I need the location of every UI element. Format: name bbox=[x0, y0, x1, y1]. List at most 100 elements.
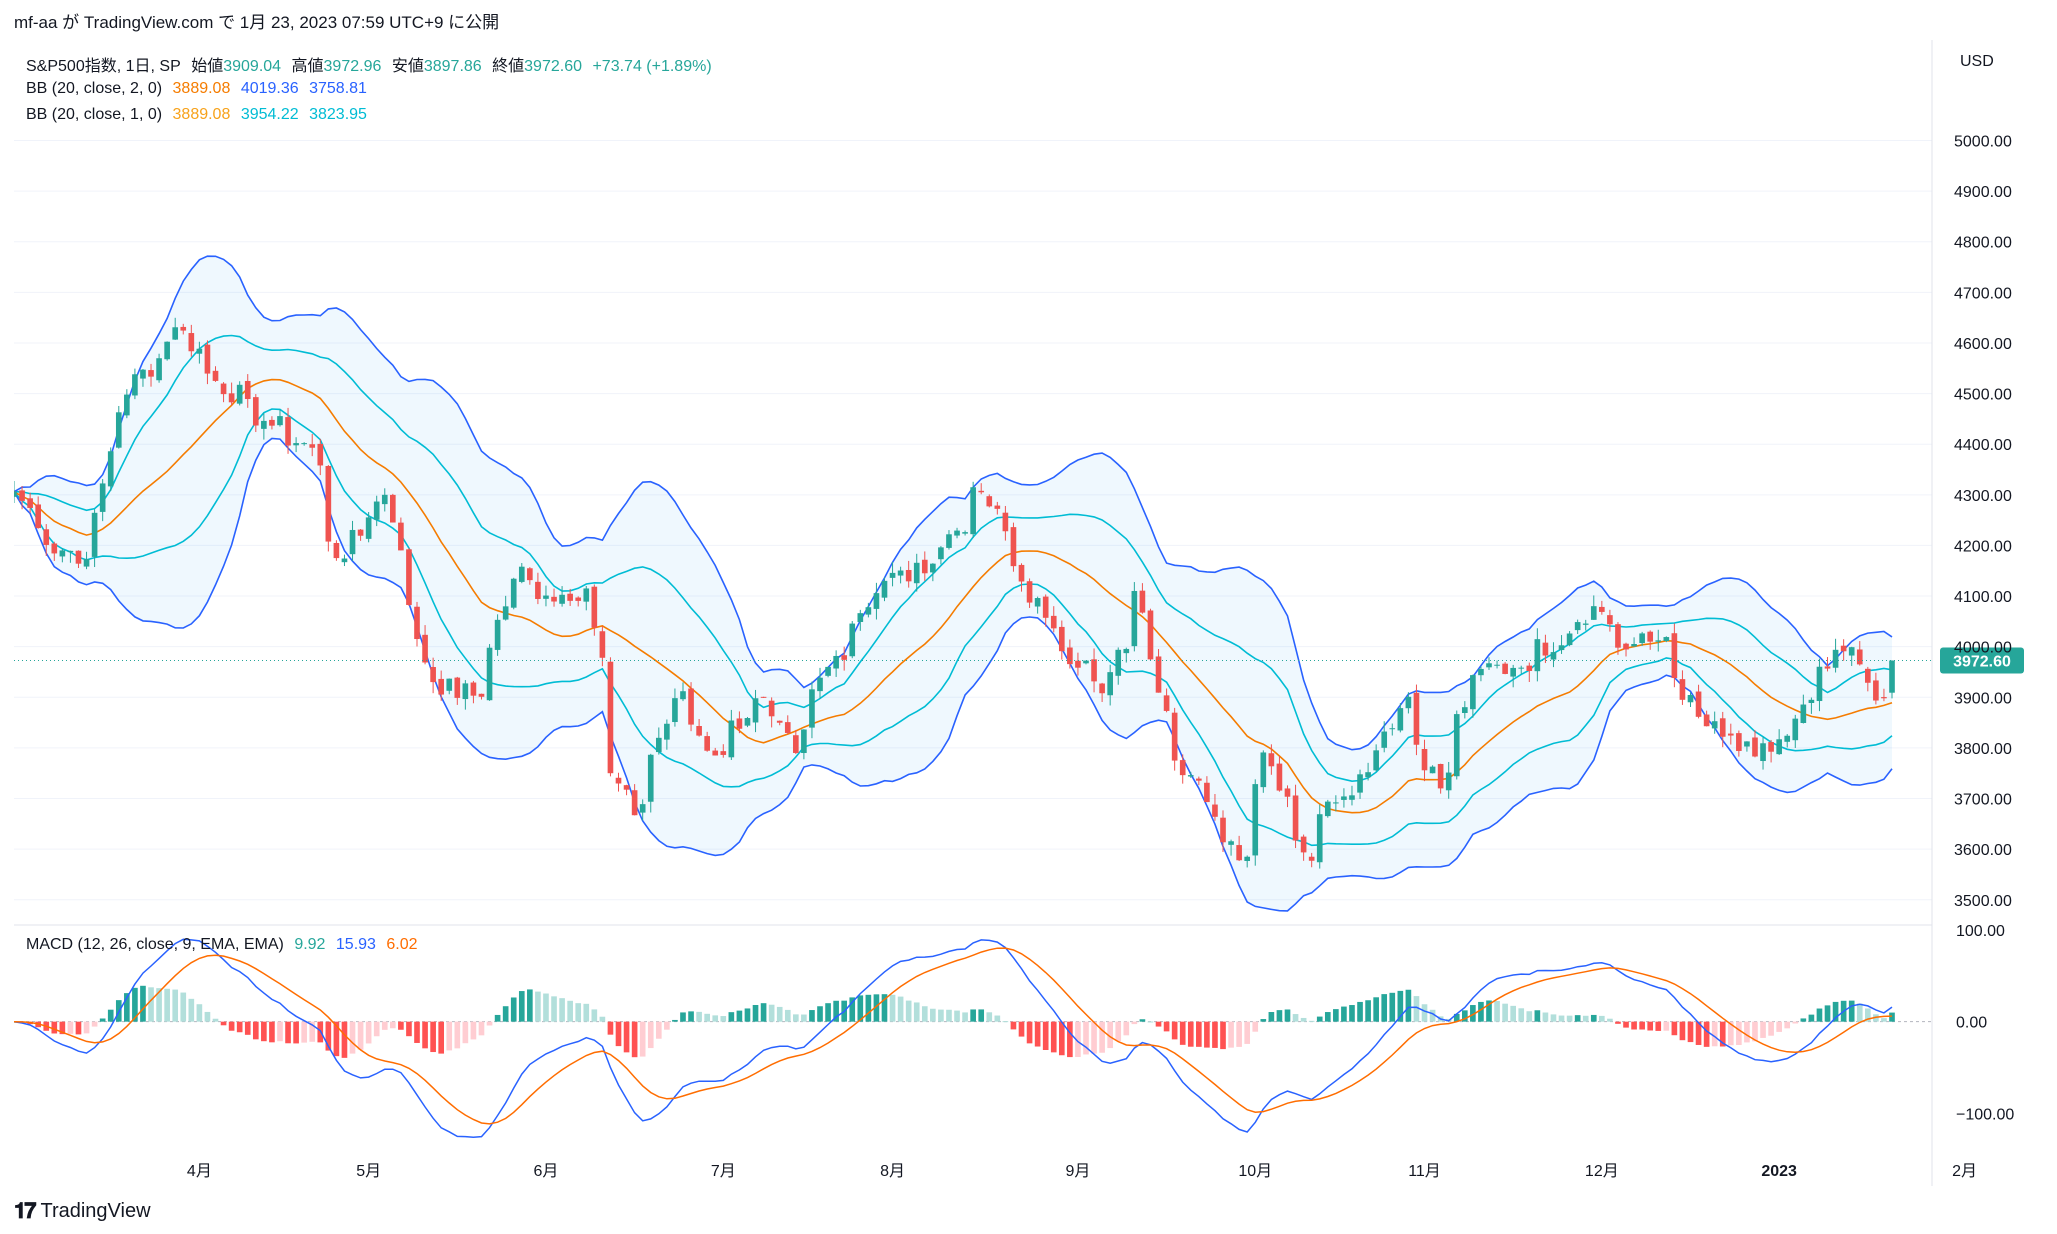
candle-body bbox=[1381, 731, 1388, 748]
candle-body bbox=[1187, 775, 1194, 777]
time-tick-label: 9月 bbox=[1065, 1163, 1090, 1180]
macd-histogram-bar bbox=[325, 1021, 332, 1051]
candle-body bbox=[1357, 774, 1363, 793]
macd-histogram-bar bbox=[583, 1003, 590, 1022]
macd-histogram-bar bbox=[744, 1008, 751, 1022]
macd-histogram-bar bbox=[881, 994, 888, 1022]
candle-body bbox=[1792, 718, 1799, 741]
candle-body bbox=[1655, 640, 1662, 642]
candle-body bbox=[1389, 728, 1396, 730]
candle-body bbox=[873, 593, 880, 609]
macd-histogram-bar bbox=[1687, 1021, 1694, 1043]
macd-histogram-bar bbox=[518, 991, 525, 1022]
macd-histogram-bar bbox=[140, 985, 146, 1022]
candle-body bbox=[1196, 778, 1202, 781]
macd-histogram-bar bbox=[962, 1012, 968, 1022]
candle-body bbox=[631, 790, 638, 816]
time-tick-label: 2023 bbox=[1761, 1163, 1797, 1180]
candle-body bbox=[1566, 633, 1573, 646]
macd-histogram-bar bbox=[1204, 1021, 1210, 1048]
macd-histogram-bar bbox=[736, 1010, 743, 1022]
macd-histogram-bar bbox=[921, 1006, 928, 1022]
macd-histogram-bar bbox=[664, 1021, 670, 1030]
macd-histogram-bar bbox=[720, 1016, 727, 1022]
macd-histogram-bar bbox=[1695, 1021, 1702, 1045]
candle-body bbox=[252, 397, 259, 426]
macd-histogram-bar bbox=[1558, 1015, 1565, 1022]
candle-body bbox=[736, 718, 743, 729]
macd-histogram-bar bbox=[1333, 1009, 1339, 1022]
candle-body bbox=[99, 483, 106, 512]
macd-histogram-bar bbox=[1889, 1012, 1895, 1022]
macd-histogram-bar bbox=[196, 1004, 203, 1022]
candle-body bbox=[1397, 708, 1404, 731]
macd-histogram-bar bbox=[1736, 1021, 1742, 1045]
candle-body bbox=[817, 677, 823, 692]
candle-body bbox=[27, 498, 33, 508]
candle-body bbox=[140, 369, 146, 379]
macd-histogram-bar bbox=[1284, 1009, 1291, 1022]
low-label: 安値 bbox=[391, 58, 424, 75]
macd-histogram-bar bbox=[1034, 1021, 1041, 1047]
macd-histogram-bar bbox=[599, 1016, 606, 1022]
candle-body bbox=[1445, 772, 1452, 791]
macd-histogram-bar bbox=[1574, 1015, 1581, 1022]
close-value: 3972.60 bbox=[524, 58, 582, 75]
macd-histogram-bar bbox=[373, 1021, 380, 1037]
macd-histogram-bar bbox=[51, 1021, 58, 1034]
bb2-lower: 3758.81 bbox=[309, 80, 367, 97]
candle-body bbox=[357, 529, 364, 536]
macd-histogram-bar bbox=[680, 1012, 686, 1022]
candle-body bbox=[1494, 664, 1500, 666]
bb1-legend: BB (20, close, 1, 0) 3889.08 3954.22 382… bbox=[26, 106, 373, 124]
candle-body bbox=[1889, 660, 1895, 693]
candle-body bbox=[760, 696, 767, 698]
bb2-basis: 3889.08 bbox=[172, 80, 231, 97]
candle-body bbox=[801, 729, 807, 754]
last-price-label: 3972.60 bbox=[1953, 654, 2011, 671]
chart-area[interactable]: 3972.60 5000.00 4900.00 4800.00 4700.00 4600.… bbox=[14, 40, 2057, 1186]
macd-histogram-bar bbox=[1639, 1021, 1645, 1030]
macd-histogram-bar bbox=[1147, 1021, 1154, 1023]
candle-body bbox=[833, 655, 839, 669]
candle-body bbox=[1760, 743, 1766, 762]
candle-body bbox=[752, 698, 759, 723]
candle-body bbox=[269, 419, 275, 426]
macd-histogram-bar bbox=[1163, 1021, 1170, 1032]
macd-histogram-bar bbox=[1413, 996, 1420, 1022]
macd-histogram-bar bbox=[1292, 1014, 1299, 1022]
macd-histogram-bar bbox=[1631, 1021, 1637, 1030]
candle-body bbox=[1026, 581, 1033, 603]
candle-body bbox=[954, 530, 960, 536]
macd-histogram-bar bbox=[1115, 1021, 1122, 1042]
candle-body bbox=[293, 443, 299, 446]
macd-histogram-bar bbox=[1607, 1018, 1613, 1022]
tradingview-logo[interactable]: 𝟏𝟕 TradingView bbox=[14, 1198, 151, 1224]
candle-body bbox=[212, 370, 219, 381]
macd-histogram-bar bbox=[91, 1021, 98, 1027]
brand-name: TradingView bbox=[40, 1199, 151, 1222]
macd-histogram-bar bbox=[1534, 1010, 1541, 1022]
candle-body bbox=[430, 667, 436, 683]
candle-body bbox=[236, 384, 243, 404]
macd-histogram-bar bbox=[809, 1010, 815, 1022]
candle-body bbox=[639, 804, 646, 813]
candle-body bbox=[1784, 735, 1791, 742]
candle-body bbox=[510, 578, 517, 608]
macd-histogram-bar bbox=[1381, 994, 1388, 1022]
macd-histogram-bar bbox=[1123, 1021, 1130, 1036]
macd-histogram-bar bbox=[341, 1021, 348, 1058]
macd-histogram-bar bbox=[1026, 1021, 1033, 1044]
price-tick-label: 3500.00 bbox=[1954, 893, 2012, 910]
candle-body bbox=[422, 634, 428, 663]
price-tick-label: 4300.00 bbox=[1954, 488, 2012, 505]
time-tick-label: 5月 bbox=[356, 1163, 381, 1180]
candle-body bbox=[1558, 645, 1565, 651]
macd-histogram-bar bbox=[672, 1019, 678, 1022]
chart-svg[interactable]: 3972.60 5000.00 4900.00 4800.00 4700.00 4600.… bbox=[14, 40, 2057, 1186]
candle-body bbox=[728, 720, 735, 758]
tradingview-mark-icon: 𝟏𝟕 bbox=[14, 1198, 37, 1223]
candle-body bbox=[527, 568, 533, 581]
candle-body bbox=[535, 581, 541, 599]
macd-histogram-bar bbox=[349, 1021, 356, 1054]
